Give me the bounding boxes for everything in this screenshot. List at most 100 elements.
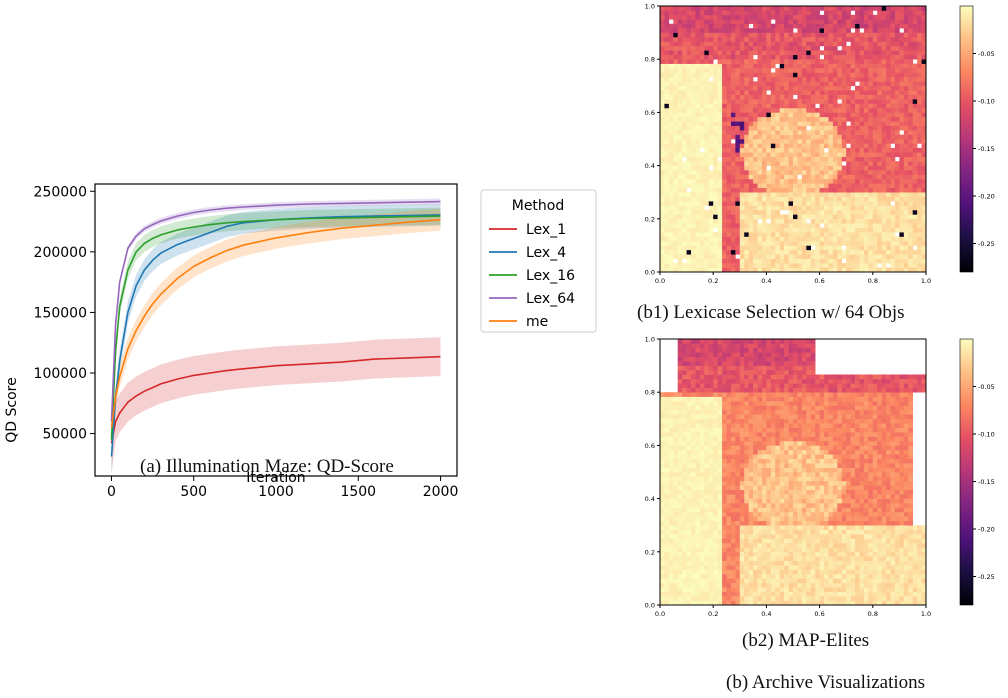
heatmap-cell	[686, 600, 692, 606]
heatmap-cell	[713, 378, 718, 384]
heatmap-cell	[682, 170, 687, 175]
heatmap-cell	[819, 32, 825, 38]
heatmap-cell	[730, 152, 736, 158]
heatmap-cell	[757, 103, 763, 109]
heatmap-cell	[766, 267, 772, 273]
heatmap-cell	[686, 432, 692, 437]
heatmap-cell	[837, 249, 843, 255]
heatmap-cell	[664, 81, 670, 87]
heatmap-cell	[863, 147, 869, 153]
heatmap-cell	[664, 445, 670, 451]
heatmap-cell	[779, 143, 785, 149]
heatmap-cell	[766, 6, 772, 11]
heatmap-cell	[841, 201, 847, 206]
heatmap-cell	[753, 347, 758, 353]
heatmap-cell	[753, 227, 758, 233]
heatmap-cell	[682, 551, 687, 557]
heatmap-cell	[784, 267, 789, 273]
heatmap-cell	[877, 10, 882, 16]
heatmap-cell	[673, 392, 679, 397]
heatmap-cell	[815, 263, 820, 268]
heatmap-cell	[859, 59, 865, 64]
heatmap-cell	[691, 418, 696, 424]
heatmap-cell	[850, 81, 856, 87]
heatmap-cell	[686, 573, 692, 579]
heatmap-cell	[841, 147, 847, 153]
heatmap-cell	[677, 480, 683, 486]
heatmap-cell	[775, 178, 780, 184]
heatmap-cell	[753, 14, 758, 20]
heatmap-cell	[695, 507, 701, 513]
heatmap-cell	[664, 192, 670, 197]
heatmap-cell	[908, 81, 913, 87]
heatmap-cell	[775, 236, 780, 242]
heatmap-cell	[894, 147, 900, 153]
x-tick-label: 1500	[340, 484, 376, 500]
heatmap-cell	[761, 578, 767, 584]
heatmap-cell	[739, 458, 745, 464]
heatmap-cell	[788, 37, 794, 42]
heatmap-cell	[730, 6, 736, 11]
heatmap-cell	[859, 10, 865, 16]
heatmap-cell	[899, 263, 905, 268]
heatmap-cell	[744, 37, 749, 42]
heatmap-cell	[686, 463, 692, 468]
heatmap-cell	[890, 32, 896, 38]
heatmap-cell	[730, 147, 736, 153]
heatmap-cell	[779, 156, 785, 162]
heatmap-cell	[691, 63, 696, 69]
heatmap-cell	[872, 23, 878, 29]
heatmap-cell	[908, 223, 913, 228]
heatmap-cell	[713, 551, 718, 557]
heatmap-cell	[890, 223, 896, 228]
heatmap-cell	[748, 440, 754, 446]
heatmap-cell	[775, 23, 780, 29]
heatmap-cell	[793, 139, 798, 144]
heatmap-cell	[761, 258, 767, 264]
heatmap-cell	[664, 565, 670, 570]
heatmap-cell	[722, 596, 727, 601]
heatmap-cell	[673, 227, 679, 233]
heatmap-cell	[921, 134, 927, 140]
heatmap-cell	[664, 423, 670, 428]
heatmap-cell	[806, 143, 812, 149]
heatmap-cell	[735, 19, 741, 25]
heatmap-cell	[668, 76, 674, 82]
heatmap-cell	[766, 99, 772, 104]
heatmap-cell	[912, 218, 918, 224]
heatmap-cell	[695, 405, 701, 411]
heatmap-cell	[766, 45, 772, 51]
heatmap-cell	[673, 573, 679, 579]
heatmap-cell	[708, 249, 714, 255]
heatmap-cell	[677, 361, 683, 366]
heatmap-cell	[877, 143, 882, 149]
heatmap-cell	[699, 370, 705, 375]
heatmap-cell	[691, 503, 696, 508]
heatmap-cell	[837, 23, 843, 29]
heatmap-cell	[744, 94, 749, 100]
heatmap-cell	[886, 152, 891, 158]
heatmap-cell	[708, 116, 714, 122]
heatmap-cell	[722, 139, 727, 144]
heatmap-cell	[757, 205, 763, 211]
heatmap-cell	[695, 125, 701, 131]
heatmap-cell	[766, 263, 772, 268]
heatmap-cell	[730, 28, 736, 33]
heatmap-cell	[797, 45, 803, 51]
heatmap-cell	[863, 99, 869, 104]
heatmap-cell	[894, 192, 900, 197]
heatmap-cell	[886, 107, 891, 113]
heatmap-cell	[753, 267, 758, 273]
heatmap-cell	[912, 63, 918, 69]
heatmap-cell	[784, 258, 789, 264]
heatmap-cell	[748, 347, 754, 353]
heatmap-cell	[695, 409, 701, 415]
colorbar-tick-label: -0.10	[978, 98, 995, 106]
heatmap-cell	[912, 161, 918, 166]
heatmap-cell	[832, 41, 838, 47]
heatmap-cell	[708, 361, 714, 366]
heatmap-cell	[708, 28, 714, 33]
heatmap-cell	[899, 170, 905, 175]
heatmap-cell	[841, 76, 847, 82]
heatmap-cell	[832, 14, 838, 20]
